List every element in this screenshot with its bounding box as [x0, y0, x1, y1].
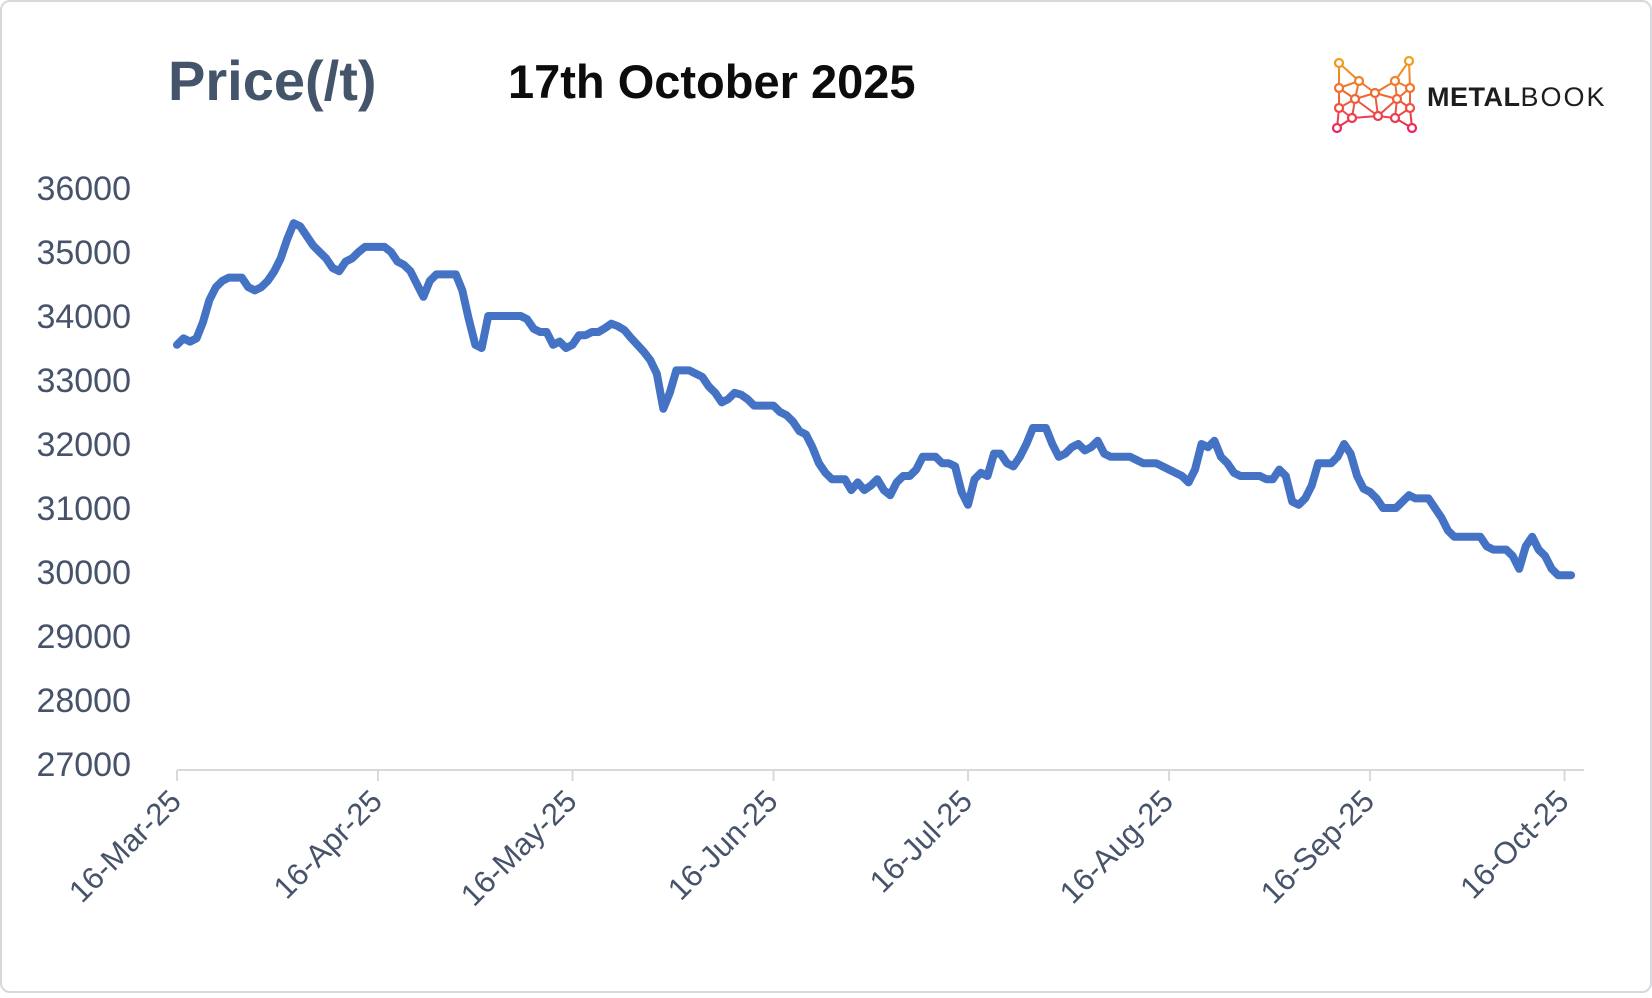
metalbook-wordmark: METALBOOK: [1427, 82, 1607, 113]
y-tick-label: 31000: [36, 490, 131, 528]
y-tick-label: 28000: [36, 682, 131, 720]
x-tick-label: 16-May-25: [454, 783, 584, 913]
metalbook-logo: METALBOOK: [1323, 50, 1623, 142]
chart-title: 17th October 2025: [508, 55, 916, 108]
x-tick-label: 16-Oct-25: [1453, 783, 1575, 905]
x-tick-label: 16-Jun-25: [661, 783, 784, 906]
brand-metal: METAL: [1427, 82, 1521, 112]
y-tick-label: 30000: [36, 554, 131, 592]
metalbook-m-icon: [1331, 55, 1418, 134]
y-axis-title: Price(/t): [168, 49, 377, 112]
y-tick-label: 27000: [36, 746, 131, 784]
y-tick-label: 35000: [36, 234, 131, 272]
x-tick-label: 16-Aug-25: [1053, 783, 1180, 910]
y-tick-label: 33000: [36, 362, 131, 400]
price-line-series: [173, 219, 1576, 580]
brand-book: BOOK: [1520, 82, 1607, 112]
x-tick-label: 16-Apr-25: [267, 783, 389, 905]
y-tick-label: 36000: [36, 170, 131, 208]
x-tick-label: 16-Mar-25: [62, 783, 188, 909]
y-tick-label: 29000: [36, 618, 131, 656]
x-tick-label: 16-Jul-25: [863, 783, 979, 899]
y-tick-label: 34000: [36, 298, 131, 336]
y-tick-label: 32000: [36, 426, 131, 464]
x-tick-label: 16-Sep-25: [1254, 783, 1381, 910]
